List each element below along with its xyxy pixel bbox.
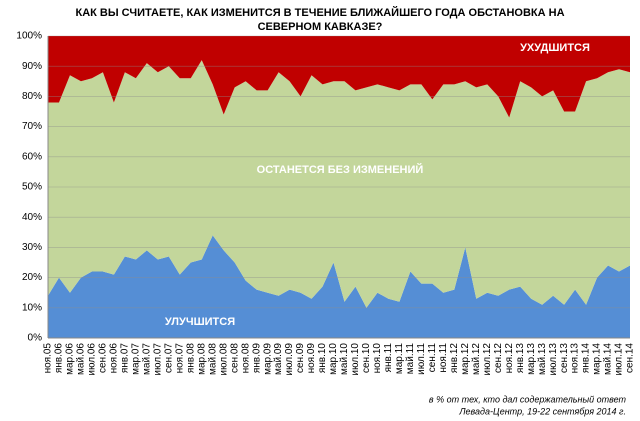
y-tick-label: 80%	[22, 91, 42, 102]
y-tick-label: 20%	[22, 272, 42, 283]
x-tick-label: янв.10	[317, 343, 328, 374]
x-tick-label: янв.06	[54, 343, 65, 374]
x-tick-label: ноя.09	[306, 343, 317, 374]
series-label: УЛУЧШИТСЯ	[165, 316, 235, 328]
x-tick-label: июл.09	[284, 343, 295, 376]
y-tick-label: 100%	[16, 31, 42, 42]
x-tick-label: май.07	[141, 343, 152, 375]
footnote: Левада-Центр, 19-22 сентября 2014 г.	[458, 406, 626, 416]
x-tick-label: июл.07	[152, 343, 163, 376]
y-tick-label: 10%	[22, 302, 42, 313]
x-tick-label: сен.09	[295, 343, 306, 373]
x-tick-label: ноя.07	[174, 343, 185, 374]
area	[48, 60, 630, 308]
x-tick-label: июл.06	[87, 343, 98, 376]
x-tick-label: май.12	[471, 343, 482, 375]
y-tick-label: 0%	[28, 333, 43, 344]
x-tick-label: мар.10	[328, 343, 339, 375]
x-tick-label: ноя.05	[43, 343, 54, 374]
y-tick-label: 30%	[22, 242, 42, 253]
x-tick-label: мар.13	[526, 343, 537, 375]
x-tick-label: янв.11	[383, 343, 394, 373]
series-label: ОСТАНЕТСЯ БЕЗ ИЗМЕНЕНИЙ	[257, 163, 424, 176]
x-tick-label: янв.07	[120, 343, 131, 374]
x-tick-label: июл.13	[548, 343, 559, 376]
x-tick-label: мар.14	[592, 343, 603, 375]
x-tick-label: сен.06	[98, 343, 109, 373]
y-tick-label: 50%	[22, 182, 42, 193]
x-tick-label: май.06	[76, 343, 87, 375]
x-tick-label: мар.08	[196, 343, 207, 375]
y-tick-label: 60%	[22, 151, 42, 162]
y-tick-label: 90%	[22, 61, 42, 72]
x-tick-label: май.14	[603, 343, 614, 375]
area	[48, 235, 630, 338]
x-tick-label: май.10	[339, 343, 350, 375]
x-tick-label: июл.12	[482, 343, 493, 376]
x-tick-label: ноя.13	[570, 343, 581, 374]
x-tick-label: янв.08	[185, 343, 196, 374]
x-tick-label: июл.11	[416, 343, 427, 375]
y-tick-label: 40%	[22, 212, 42, 223]
x-tick-label: мар.09	[262, 343, 273, 375]
x-tick-label: янв.14	[581, 343, 592, 374]
x-tick-label: ноя.08	[240, 343, 251, 374]
x-tick-label: янв.12	[449, 343, 460, 374]
x-tick-label: мар.11	[394, 343, 405, 375]
x-tick-label: сен.07	[163, 343, 174, 373]
x-tick-label: май.11	[405, 343, 416, 375]
x-tick-label: мар.06	[65, 343, 76, 375]
x-tick-label: ноя.10	[372, 343, 383, 374]
x-tick-label: сен.10	[361, 343, 372, 373]
x-tick-label: ноя.12	[504, 343, 515, 374]
x-tick-label: июл.08	[218, 343, 229, 376]
series-label: УХУДШИТСЯ	[520, 42, 590, 54]
x-tick-label: мар.07	[130, 343, 141, 375]
x-tick-label: май.08	[207, 343, 218, 375]
x-tick-label: сен.14	[625, 343, 636, 373]
x-tick-label: май.13	[537, 343, 548, 375]
x-tick-label: сен.11	[427, 343, 438, 373]
x-tick-label: янв.09	[251, 343, 262, 374]
y-tick-label: 70%	[22, 121, 42, 132]
x-tick-label: сен.08	[229, 343, 240, 373]
x-tick-label: сен.12	[493, 343, 504, 373]
x-tick-label: ноя.11	[438, 343, 449, 373]
x-tick-label: май.09	[273, 343, 284, 375]
x-tick-label: сен.13	[559, 343, 570, 373]
x-tick-label: ноя.06	[109, 343, 120, 374]
x-tick-label: июл.10	[350, 343, 361, 376]
footnote: в % от тех, кто дал содержательный ответ	[429, 394, 627, 404]
chart-title: КАК ВЫ СЧИТАЕТЕ, КАК ИЗМЕНИТСЯ В ТЕЧЕНИЕ…	[75, 7, 565, 33]
x-tick-label: июл.14	[614, 343, 625, 376]
area	[48, 36, 630, 118]
x-tick-label: мар.12	[460, 343, 471, 375]
x-tick-label: янв.13	[515, 343, 526, 374]
